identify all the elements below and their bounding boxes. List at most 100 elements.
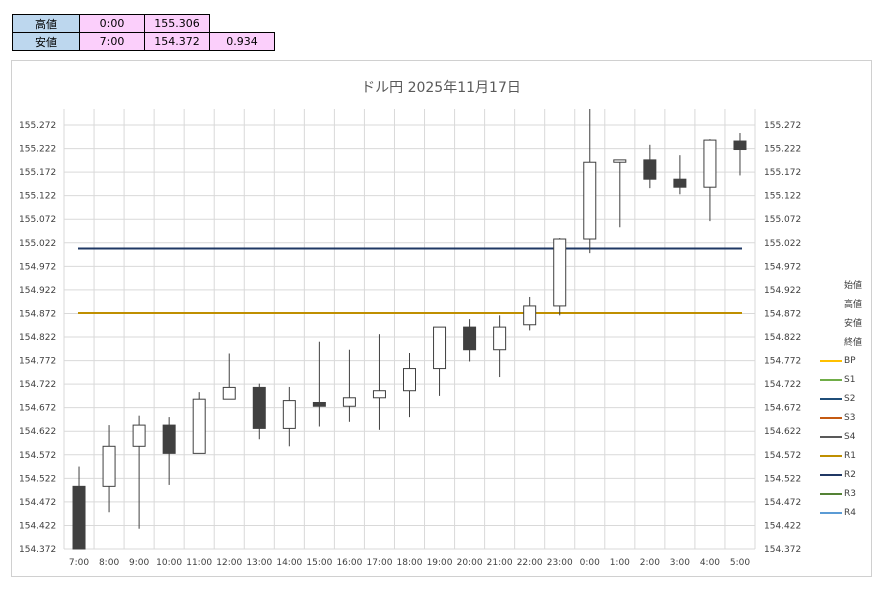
x-tick-label: 21:00 — [487, 558, 513, 568]
x-tick-label: 15:00 — [306, 558, 332, 568]
x-tick-label: 9:00 — [129, 558, 149, 568]
legend-item: R3 — [820, 484, 862, 503]
y-tick-label-right: 154.572 — [764, 451, 801, 461]
candle-body — [493, 326, 507, 351]
x-tick-label: 5:00 — [730, 558, 750, 568]
legend-item: R4 — [820, 503, 862, 522]
high-value: 155.306 — [144, 14, 210, 33]
y-tick-label-right: 154.922 — [764, 286, 801, 296]
candle-body — [613, 159, 627, 163]
legend-swatch — [820, 378, 842, 381]
y-tick-label-right: 155.072 — [764, 215, 801, 225]
y-tick-label-right: 155.172 — [764, 168, 801, 178]
y-tick-label-left: 154.722 — [19, 380, 56, 390]
candle-body — [222, 386, 236, 400]
y-tick-label-left: 154.822 — [19, 333, 56, 343]
legend-label: 安値 — [844, 319, 863, 329]
candle-body — [463, 326, 477, 351]
legend-swatch — [820, 397, 842, 400]
x-tick-label: 2:00 — [640, 558, 660, 568]
x-tick-label: 17:00 — [366, 558, 392, 568]
candle-body — [433, 326, 447, 370]
candle-body — [192, 398, 206, 454]
legend-swatch — [820, 454, 842, 457]
x-tick-label: 3:00 — [670, 558, 690, 568]
y-tick-label-left: 154.922 — [19, 286, 56, 296]
y-tick-label-right: 154.672 — [764, 404, 801, 414]
candle-body — [162, 424, 176, 454]
x-tick-label: 23:00 — [547, 558, 573, 568]
legend-item: S3 — [820, 408, 862, 427]
y-tick-label-right: 155.022 — [764, 239, 801, 249]
candle-body — [673, 178, 687, 188]
legend-item: R2 — [820, 465, 862, 484]
candle-body — [403, 368, 416, 392]
summary-low-row: 安値 7:00 154.372 0.934 — [12, 32, 275, 51]
candle-body — [703, 139, 717, 188]
legend-item: BP — [820, 351, 862, 370]
y-tick-label-right: 155.122 — [764, 192, 801, 202]
legend-label: R2 — [844, 469, 856, 480]
y-tick-label-left: 154.522 — [19, 474, 56, 484]
x-tick-label: 22:00 — [517, 558, 543, 568]
legend-item: 高値 — [820, 294, 862, 313]
candlestick-chart: ドル円 2025年11月17日 155.272 155.272 155.222 155.… — [19, 80, 801, 568]
high-label: 高値 — [12, 14, 80, 33]
x-tick-label: 7:00 — [69, 558, 89, 568]
legend-item: R1 — [820, 446, 862, 465]
y-tick-label-right: 154.822 — [764, 333, 801, 343]
candle-body — [72, 485, 86, 550]
candle-body — [372, 390, 386, 399]
candle-body — [523, 305, 537, 326]
x-tick-label: 4:00 — [700, 558, 720, 568]
y-tick-label-right: 154.372 — [764, 545, 801, 555]
legend-swatch — [820, 492, 842, 495]
y-tick-label-left: 154.472 — [19, 498, 56, 508]
x-tick-label: 14:00 — [276, 558, 302, 568]
chart-title: ドル円 2025年11月17日 — [361, 80, 521, 96]
candle-body — [733, 140, 747, 151]
x-tick-label: 1:00 — [610, 558, 630, 568]
candle-body — [553, 238, 567, 307]
blank-cell — [210, 15, 275, 33]
candle-body — [132, 424, 146, 447]
y-tick-label-left: 154.872 — [19, 309, 56, 319]
y-tick-label-right: 155.222 — [764, 145, 801, 155]
y-tick-label-right: 154.722 — [764, 380, 801, 390]
y-tick-label-left: 155.172 — [19, 168, 56, 178]
y-tick-label-left: 155.222 — [19, 145, 56, 155]
candle-body — [282, 400, 296, 429]
y-tick-label-right: 154.872 — [764, 309, 801, 319]
candle-body — [583, 161, 597, 240]
y-tick-label-right: 154.422 — [764, 521, 801, 531]
legend-item: 終値 — [820, 332, 862, 351]
low-label: 安値 — [12, 32, 80, 51]
legend-label: BP — [844, 355, 856, 366]
legend-label: R4 — [844, 507, 856, 518]
legend-swatch — [820, 303, 842, 305]
summary-high-row: 高値 0:00 155.306 — [12, 14, 275, 33]
y-tick-label-left: 154.422 — [19, 521, 56, 531]
x-tick-label: 13:00 — [246, 558, 272, 568]
legend-label: 始値 — [844, 281, 863, 291]
chart-area: ドル円 2025年11月17日 155.272 155.272 155.222 155.… — [11, 60, 872, 577]
legend-label: S1 — [844, 374, 856, 385]
legend-label: S4 — [844, 431, 856, 442]
y-tick-label-right: 154.622 — [764, 427, 801, 437]
chart-legend: 始値高値安値終値 BP S1 S2 S3 S4 R1 R2 R3 R4 — [820, 275, 862, 522]
legend-label: S2 — [844, 393, 856, 404]
legend-swatch — [820, 473, 842, 476]
x-tick-label: 20:00 — [457, 558, 483, 568]
legend-swatch — [820, 284, 842, 286]
range-value: 0.934 — [209, 32, 275, 51]
high-time: 0:00 — [79, 14, 145, 33]
legend-label: S3 — [844, 412, 856, 423]
legend-swatch — [820, 359, 842, 362]
legend-swatch — [820, 435, 842, 438]
low-time: 7:00 — [79, 32, 145, 51]
legend-swatch — [820, 416, 842, 419]
y-tick-label-right: 154.472 — [764, 498, 801, 508]
legend-item: S1 — [820, 370, 862, 389]
y-tick-label-left: 154.572 — [19, 451, 56, 461]
y-tick-label-left: 154.972 — [19, 262, 56, 272]
